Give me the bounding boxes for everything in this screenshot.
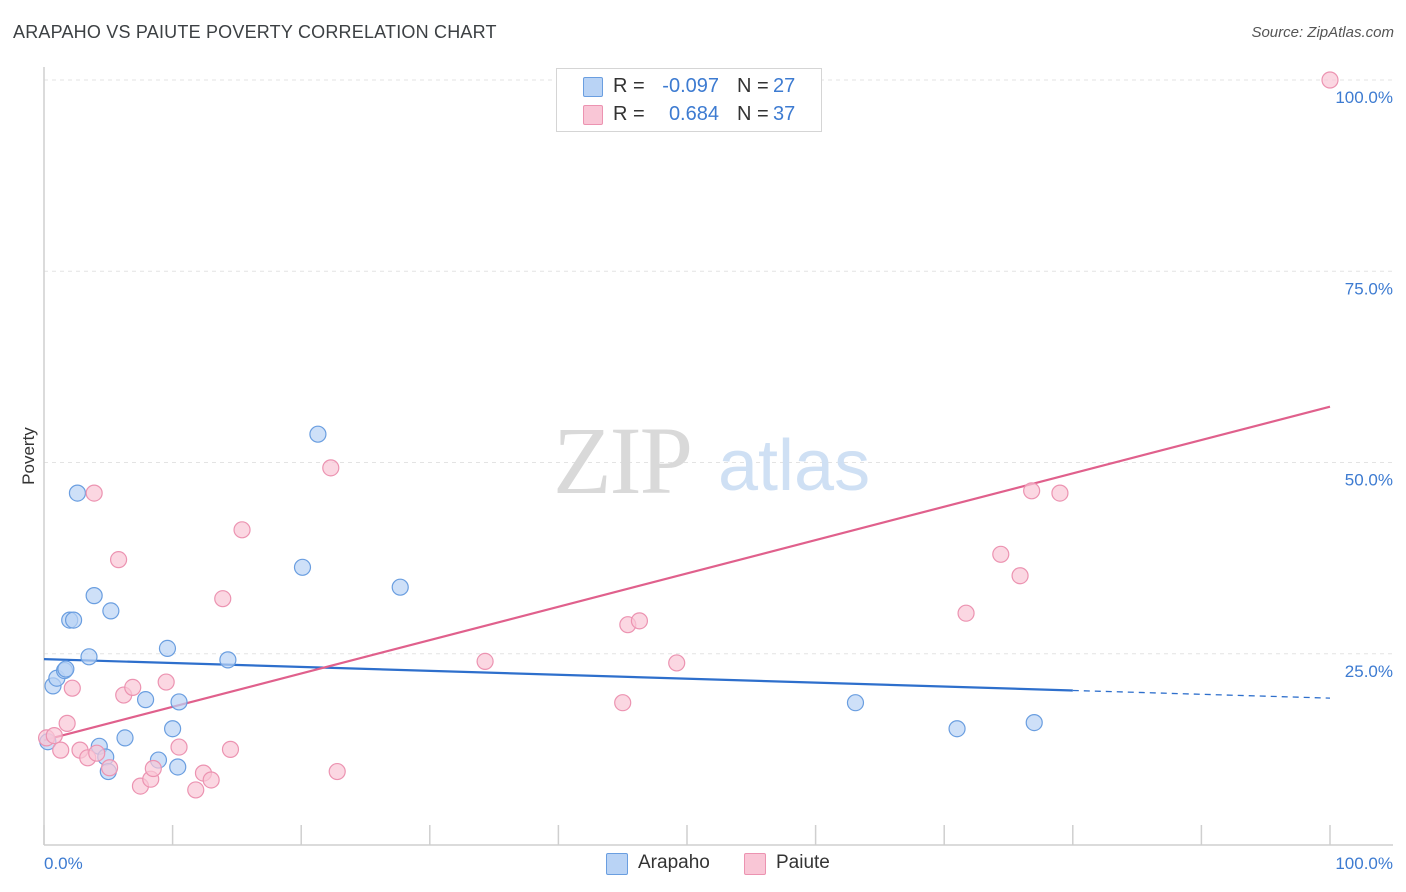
trend-layer: [43, 405, 1331, 742]
paiute-legend-label: Paiute: [776, 852, 830, 873]
paiute-point: [476, 652, 494, 671]
arapaho-point: [85, 587, 103, 605]
arapaho-point: [136, 691, 155, 709]
y-tick-label: 75.0%: [1345, 279, 1393, 298]
paiute-point: [170, 738, 188, 756]
arapaho-point: [391, 578, 409, 596]
arapaho-point: [80, 648, 98, 666]
paiute-point: [630, 612, 649, 630]
watermark-zip: ZIP: [553, 407, 691, 514]
arapaho-point: [158, 639, 177, 657]
paiute-point: [668, 654, 686, 672]
paiute-point: [144, 759, 162, 778]
y-tick-label: 25.0%: [1345, 662, 1393, 681]
paiute-point: [58, 714, 76, 732]
paiute-point: [233, 521, 251, 539]
watermark-atlas: atlas: [718, 426, 870, 506]
arapaho-n-value: 27: [773, 75, 796, 97]
paiute-point: [1321, 71, 1339, 89]
arapaho-point: [948, 720, 966, 738]
arapaho-point: [219, 651, 237, 669]
x-tick-label-max: 100.0%: [1335, 854, 1393, 873]
paiute-point: [187, 781, 205, 799]
arapaho-point: [169, 758, 187, 776]
source-label: Source: ZipAtlas.com: [1251, 24, 1394, 41]
paiute-point: [52, 741, 70, 759]
arapaho-point: [64, 611, 83, 629]
arapaho-trend-line: [43, 658, 1073, 692]
legend-row-arapaho: R = -0.097 N = 27: [557, 75, 821, 101]
arapaho-r-label: R =: [613, 75, 645, 97]
points-layer: [37, 71, 1339, 799]
paiute-point: [88, 744, 106, 762]
arapaho-point: [116, 729, 134, 747]
chart-title: ARAPAHO VS PAIUTE POVERTY CORRELATION CH…: [13, 22, 497, 42]
arapaho-r-value: -0.097: [662, 75, 719, 97]
arapaho-n-label: N =: [737, 75, 769, 97]
arapaho-trend-extension: [1072, 689, 1331, 699]
arapaho-legend-swatch: [606, 853, 628, 875]
paiute-point: [202, 771, 220, 789]
paiute-point: [957, 604, 975, 622]
x-tick-label-min: 0.0%: [44, 854, 83, 873]
arapaho-swatch: [583, 77, 603, 97]
arapaho-point: [846, 694, 865, 712]
label-layer: 25.0% 50.0% 75.0% 100.0% 0.0% 100.0%: [44, 88, 1393, 873]
arapaho-point: [164, 720, 182, 738]
paiute-point: [614, 694, 632, 712]
paiute-point: [85, 484, 103, 502]
arapaho-point: [293, 558, 312, 576]
arapaho-point: [57, 660, 75, 678]
arapaho-point: [102, 602, 120, 620]
y-tick-label: 50.0%: [1345, 471, 1393, 490]
paiute-point: [1011, 567, 1029, 585]
paiute-r-value: 0.684: [668, 103, 719, 125]
arapaho-point: [170, 693, 188, 711]
paiute-swatch: [583, 105, 603, 125]
paiute-point: [63, 679, 81, 697]
paiute-n-value: 37: [773, 103, 796, 125]
paiute-point: [100, 759, 119, 777]
paiute-point: [221, 740, 240, 758]
legend-row-paiute: R = 0.684 N = 37: [557, 103, 821, 129]
y-tick-label: 100.0%: [1335, 88, 1393, 107]
paiute-point: [124, 678, 142, 697]
paiute-trend-line: [43, 405, 1331, 742]
paiute-point: [109, 551, 128, 569]
paiute-point: [322, 459, 340, 477]
arapaho-point: [1025, 713, 1043, 732]
paiute-n-label: N =: [737, 103, 769, 125]
paiute-legend-swatch: [744, 853, 766, 875]
paiute-point: [1023, 482, 1041, 500]
paiute-point: [328, 762, 346, 781]
paiute-point: [992, 545, 1010, 563]
y-axis-label: Poverty: [19, 427, 38, 485]
paiute-point: [45, 727, 63, 745]
paiute-r-label: R =: [613, 103, 645, 125]
arapaho-point: [309, 425, 327, 443]
paiute-point: [1051, 484, 1069, 502]
arapaho-point: [68, 484, 87, 502]
axis-layer: [43, 67, 1393, 846]
stats-legend: R = -0.097 N = 27 R = 0.684 N = 37: [556, 68, 822, 132]
paiute-point: [157, 673, 175, 691]
arapaho-legend-label: Arapaho: [638, 852, 710, 873]
paiute-point: [214, 590, 232, 608]
grid-layer: [44, 79, 1393, 655]
